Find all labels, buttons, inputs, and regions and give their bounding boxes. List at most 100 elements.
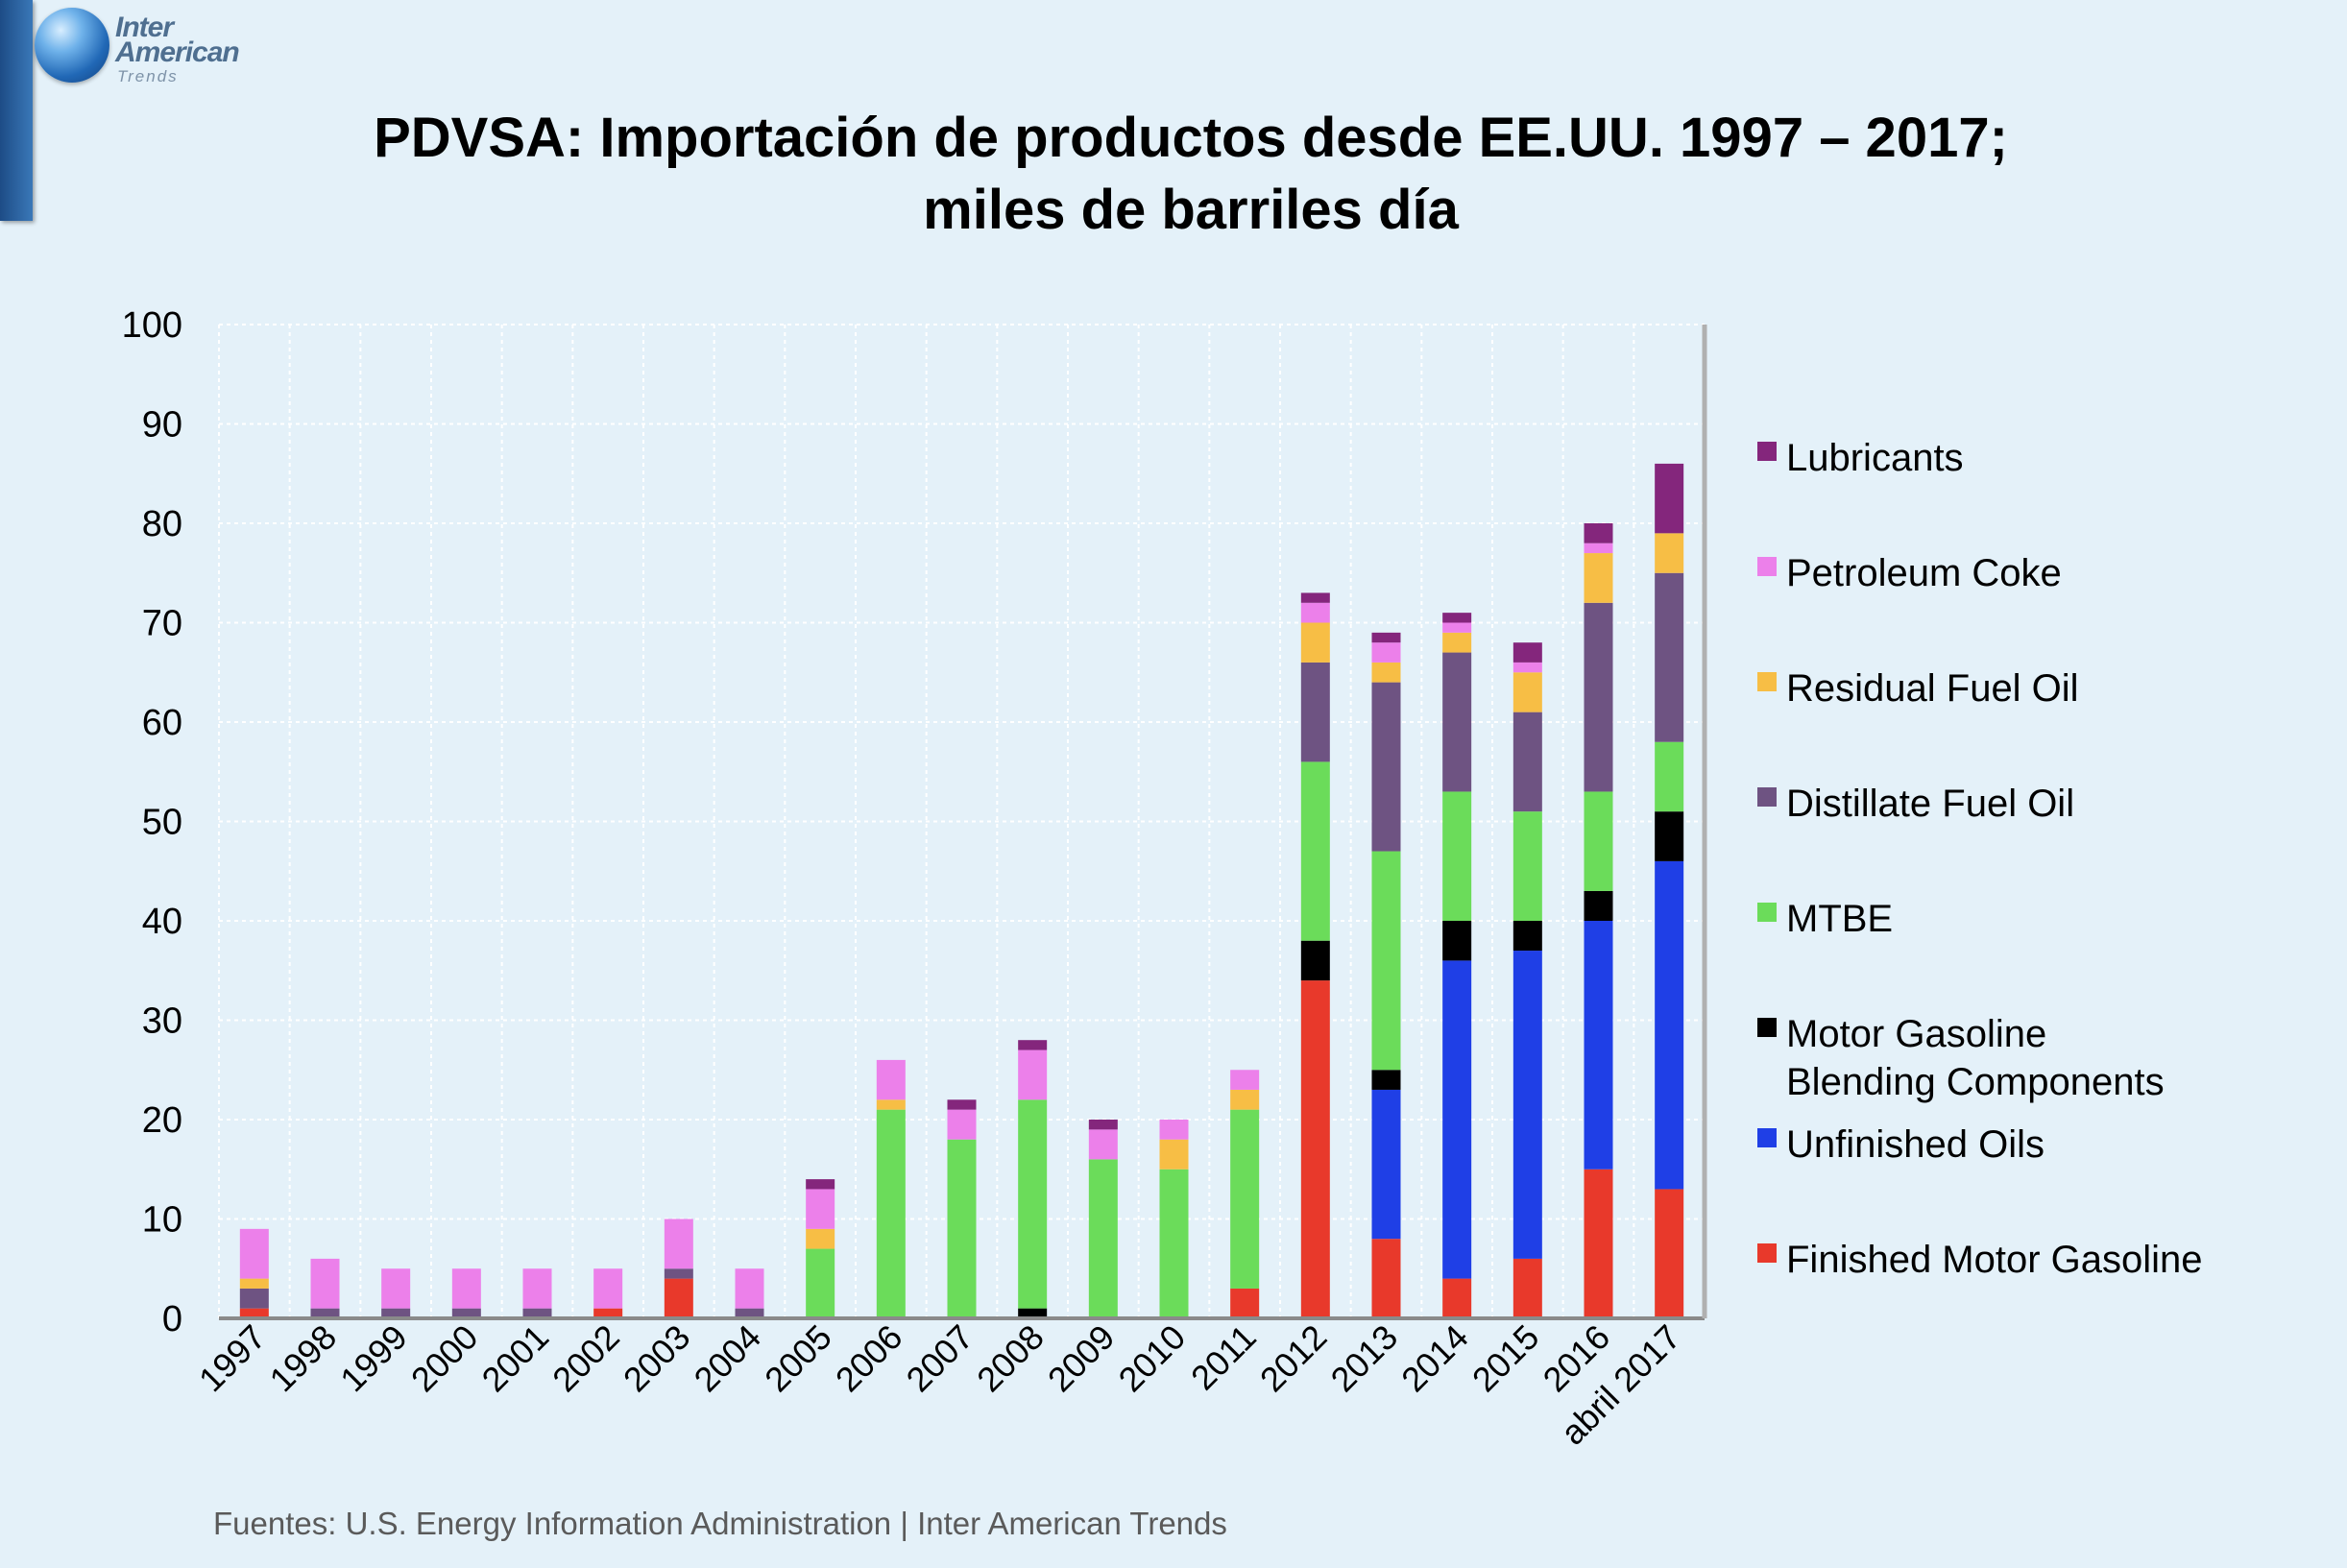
bar-segment (1230, 1089, 1260, 1110)
bar-segment (522, 1308, 552, 1318)
bar-segment (1442, 632, 1472, 653)
legend-swatch (1757, 557, 1777, 576)
bar-segment (1159, 1139, 1189, 1170)
bar-segment (1512, 951, 1542, 1259)
bar-segment (1584, 921, 1613, 1170)
y-tick-label: 30 (142, 1001, 182, 1042)
legend-swatch (1757, 787, 1777, 807)
bar-segment (1230, 1288, 1260, 1318)
bar-segment (947, 1139, 977, 1318)
x-tick-label: 2014 (1393, 1317, 1476, 1400)
bar-segment (1088, 1159, 1118, 1318)
x-tick-label: 2015 (1464, 1317, 1547, 1400)
bar-segment (1655, 741, 1684, 812)
bar-segment (1018, 1049, 1048, 1100)
legend-swatch (1757, 1018, 1777, 1037)
y-tick-label: 100 (122, 305, 182, 346)
bar-segment (522, 1268, 552, 1309)
bar-segment (1584, 543, 1613, 554)
bar-segment (1655, 860, 1684, 1190)
bar-segment (876, 1099, 906, 1110)
bar-segment (806, 1248, 835, 1318)
bar-segment (664, 1278, 693, 1318)
bar-segment (239, 1278, 269, 1289)
x-tick-label: 2013 (1323, 1317, 1406, 1400)
x-tick-label: 1997 (191, 1317, 274, 1400)
bar-segment (1371, 1070, 1401, 1090)
legend-label: Finished Motor Gasoline (1786, 1239, 2203, 1281)
bar-segment (1371, 1239, 1401, 1318)
legend-swatch (1757, 442, 1777, 461)
bar-segment (381, 1308, 411, 1318)
logo-line2: American (115, 36, 240, 68)
bar-segment (806, 1189, 835, 1229)
bar-segment (1371, 642, 1401, 663)
bar-segment (381, 1268, 411, 1309)
bar-segment (1371, 662, 1401, 683)
legend-label: Lubricants (1786, 437, 1964, 479)
x-tick-label: 2005 (757, 1317, 839, 1400)
y-tick-label: 70 (142, 604, 182, 644)
legend-label: Petroleum Coke (1786, 552, 2062, 594)
bar-segment (806, 1179, 835, 1190)
legend-label: Distillate Fuel Oil (1786, 783, 2074, 825)
bar-segment (947, 1099, 977, 1110)
x-tick-label: 2012 (1252, 1317, 1335, 1400)
logo-line3: Trends (117, 67, 179, 85)
bar-segment (1300, 980, 1330, 1318)
bar-segment (239, 1288, 269, 1309)
bar-segment (664, 1218, 693, 1269)
bar-segment (1371, 851, 1401, 1071)
bar-segment (1512, 811, 1542, 921)
bar-segment (239, 1228, 269, 1279)
bar-segment (1442, 652, 1472, 792)
legend-label: MTBE (1786, 898, 1893, 940)
legend-label-line2: Blending Components (1786, 1061, 2165, 1103)
bar-segment (1300, 940, 1330, 981)
bar-segment (1159, 1120, 1189, 1140)
y-tick-label: 0 (162, 1299, 182, 1339)
y-tick-label: 40 (142, 902, 182, 942)
bar-segment (1442, 1278, 1472, 1318)
chart-title-line2: miles de barriles día (923, 179, 1459, 241)
logo-line1: Inter (115, 12, 174, 43)
globe-icon (35, 8, 109, 83)
bar-segment (310, 1308, 340, 1318)
x-tick-label: 2008 (969, 1317, 1052, 1400)
bar-segment (1655, 463, 1684, 534)
x-tick-label: 2002 (544, 1317, 627, 1400)
x-tick-label: 2006 (828, 1317, 910, 1400)
bar-segment (664, 1268, 693, 1279)
bar-segment (1088, 1129, 1118, 1160)
x-tick-label: 2000 (403, 1317, 486, 1400)
x-tick-label: 2010 (1111, 1317, 1194, 1400)
corner-strip (0, 0, 33, 221)
bar-segment (735, 1308, 764, 1318)
bar-segment (1088, 1120, 1118, 1130)
x-tick-label: 2007 (899, 1317, 981, 1400)
bar-segment (1442, 622, 1472, 633)
bar-segment (1512, 672, 1542, 712)
bar-segment (1584, 602, 1613, 792)
bar-segment (876, 1059, 906, 1100)
bar-segment (876, 1109, 906, 1318)
bar-segment (1230, 1070, 1260, 1090)
bar-segment (1584, 1169, 1613, 1318)
bar-segment (1300, 662, 1330, 762)
bar-segment (451, 1268, 481, 1309)
legend-swatch (1757, 672, 1777, 691)
bar-segment (310, 1258, 340, 1309)
legend-label: Unfinished Oils (1786, 1123, 2045, 1166)
bar-segment (1300, 761, 1330, 941)
bar-segment (1230, 1109, 1260, 1289)
bar-segment (1159, 1169, 1189, 1318)
y-tick-label: 10 (142, 1200, 182, 1241)
bar-segment (593, 1268, 623, 1309)
y-tick-label: 20 (142, 1100, 182, 1141)
y-tick-label: 90 (142, 405, 182, 446)
bar-segment (1655, 811, 1684, 861)
bar-segment (1442, 613, 1472, 623)
bar-segment (1018, 1040, 1048, 1050)
bar-segment (1655, 1189, 1684, 1318)
